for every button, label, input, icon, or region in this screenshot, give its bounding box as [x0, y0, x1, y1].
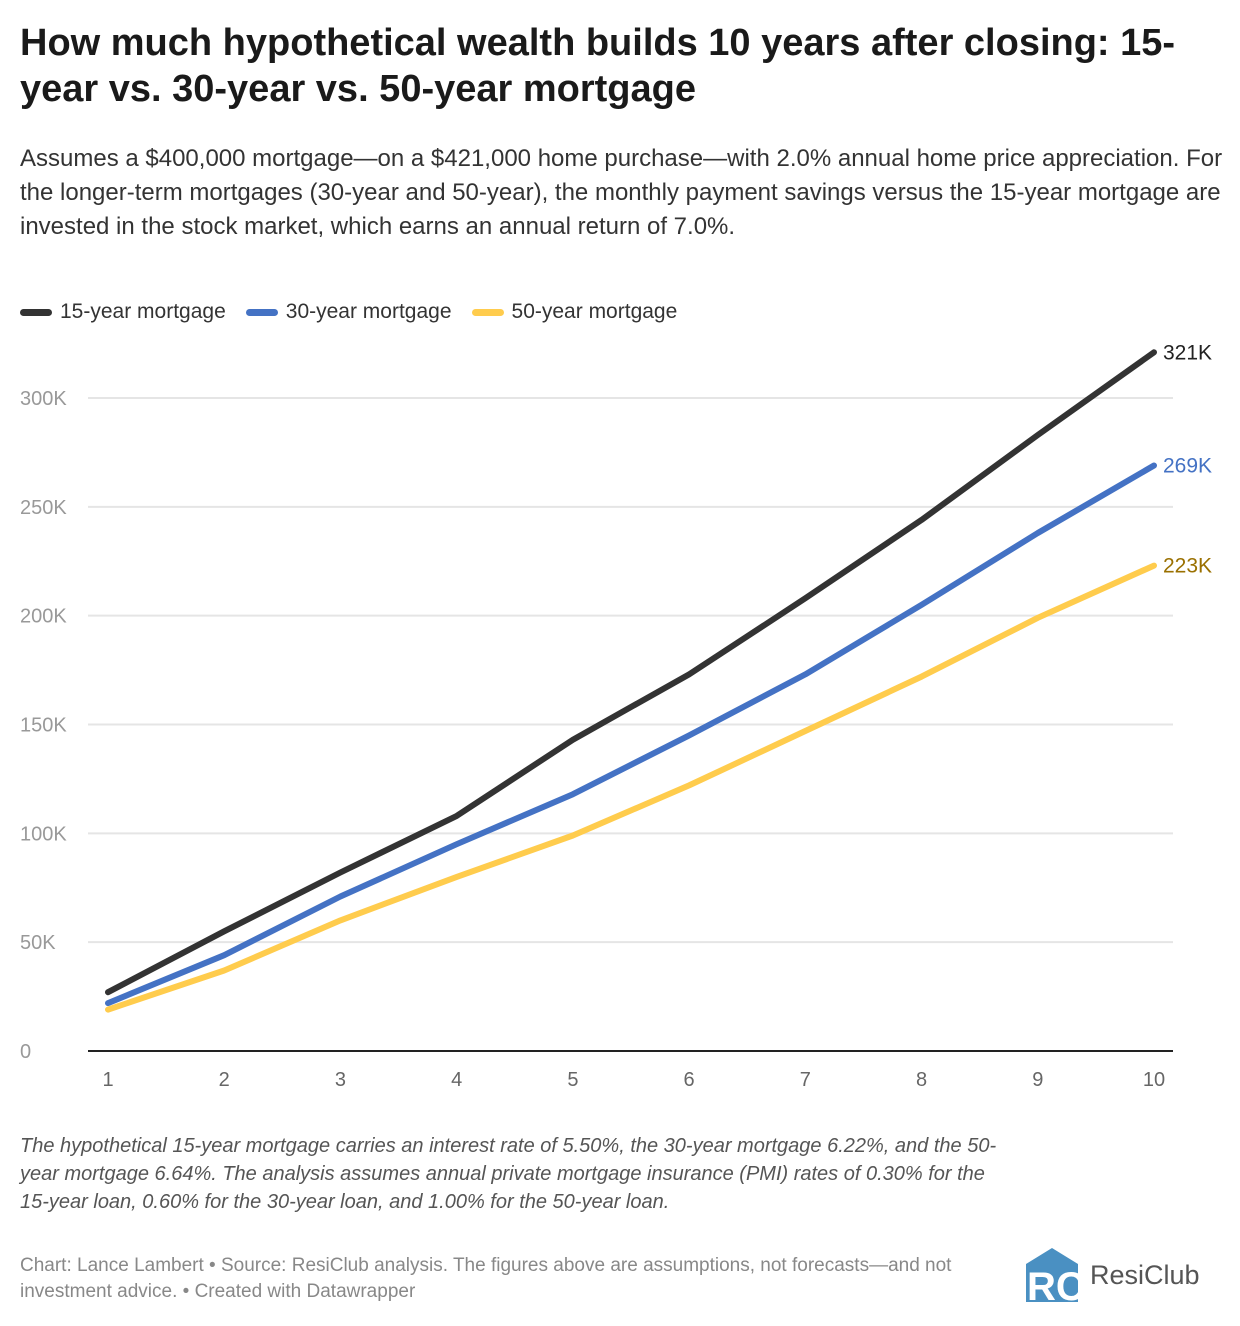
end-value-label: 223K [1163, 555, 1212, 578]
chart-title: How much hypothetical wealth builds 10 y… [20, 22, 1176, 110]
chart-description: Assumes a $400,000 mortgage—on a $421,00… [20, 145, 1223, 240]
end-value-label: 269K [1163, 454, 1212, 477]
x-tick-label: 9 [1032, 1069, 1043, 1091]
legend-swatch [245, 308, 278, 316]
legend: 15-year mortgage 30-year mortgage 50-yea… [20, 300, 677, 324]
x-tick-label: 7 [800, 1069, 811, 1091]
chart-source: Chart: Lance Lambert • Source: ResiClub … [20, 1255, 952, 1302]
y-tick-label: 100K [20, 823, 67, 845]
legend-swatch [471, 308, 504, 316]
legend-item-30-year: 30-year mortgage [245, 300, 452, 324]
resiclub-logo-mark: RC [1026, 1248, 1080, 1304]
legend-swatch [20, 308, 52, 316]
svg-text:RC: RC [1027, 1265, 1080, 1304]
legend-label: 15-year mortgage [60, 300, 226, 323]
y-tick-label: 200K [20, 606, 67, 628]
legend-item-50-year: 50-year mortgage [471, 300, 678, 324]
y-tick-label: 250K [20, 497, 67, 519]
x-tick-label: 1 [102, 1069, 113, 1091]
series-line-30-year-mortgage [105, 462, 1157, 1007]
x-tick-label: 2 [219, 1069, 230, 1091]
x-tick-label: 10 [1143, 1069, 1165, 1091]
legend-item-15-year: 15-year mortgage [20, 300, 226, 324]
chart-notes: The hypothetical 15-year mortgage carrie… [20, 1135, 997, 1213]
x-tick-label: 8 [916, 1069, 927, 1091]
series-line-50-year-mortgage [105, 562, 1157, 1013]
y-tick-label: 150K [20, 715, 67, 737]
legend-label: 50-year mortgage [511, 300, 678, 323]
x-tick-label: 6 [684, 1069, 695, 1091]
y-tick-label: 50K [20, 932, 56, 954]
x-tick-label: 3 [335, 1069, 346, 1091]
x-tick-label: 5 [567, 1069, 578, 1091]
y-tick-label: 0 [20, 1041, 31, 1063]
resiclub-logo-text: ResiClub [1090, 1259, 1200, 1290]
end-value-label: 321K [1163, 341, 1212, 364]
y-tick-label: 300K [20, 388, 67, 410]
series-line-15-year-mortgage [105, 349, 1157, 996]
legend-label: 30-year mortgage [285, 300, 452, 323]
line-chart: 0 50K 100K 150K 200K 250K 300K 1 2 3 4 5 6 7 8 9 10 223K 2… [20, 341, 1212, 1091]
x-tick-label: 4 [451, 1069, 462, 1091]
resiclub-logo: RC ResiClub [1024, 1246, 1200, 1304]
